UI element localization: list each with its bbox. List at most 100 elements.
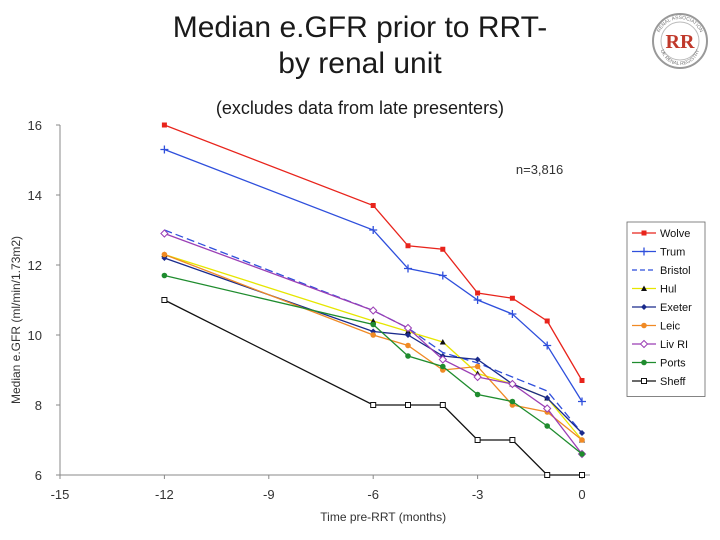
data-point: [438, 355, 448, 364]
logo-letters: RR: [666, 31, 695, 53]
legend-label: Liv RI: [660, 339, 688, 351]
slide-title-line1: Median e.GFR prior to RRT-: [172, 11, 548, 44]
data-point: [405, 402, 411, 408]
legend-entry: Trum: [632, 247, 685, 259]
data-point: [579, 437, 585, 443]
data-point: [160, 229, 169, 238]
legend-entry: Exeter: [632, 302, 692, 314]
series-line: [164, 148, 583, 402]
plot-background: [60, 125, 590, 475]
data-point: [474, 391, 481, 398]
data-point: [405, 243, 411, 249]
data-point: [473, 296, 482, 304]
data-point: [640, 247, 648, 256]
x-tick-label: -3: [472, 487, 484, 502]
x-tick-label: -15: [51, 487, 70, 502]
legend-entry: Ports: [632, 358, 686, 370]
legend-label: Hul: [660, 284, 677, 296]
renal-registry-logo-icon: RENAL ASSOCIATION UK RENAL REGISTRY RR: [652, 13, 708, 69]
data-point: [578, 397, 586, 406]
x-axis: -15 -12 -9 -6 -3 0: [51, 475, 586, 502]
data-point: [161, 251, 168, 258]
data-point: [509, 437, 516, 443]
legend-entry: Wolve: [632, 228, 690, 240]
y-tick-label: 12: [28, 258, 42, 273]
data-point: [370, 332, 377, 338]
series-line: [164, 274, 583, 455]
data-point: [544, 395, 551, 401]
data-point: [370, 321, 377, 328]
data-point: [579, 430, 585, 436]
series-ports: [161, 272, 585, 457]
data-point: [579, 378, 585, 383]
data-point: [474, 363, 481, 370]
data-point: [544, 472, 551, 478]
data-point: [544, 318, 550, 324]
data-point: [509, 295, 515, 301]
data-point: [475, 290, 481, 296]
y-tick-label: 14: [28, 188, 42, 203]
y-axis-label: Median e.GFR (ml/min/1.73m2): [9, 236, 23, 404]
series-sheff: [161, 297, 585, 478]
data-point: [161, 272, 168, 279]
data-point: [473, 372, 482, 382]
legend-label: Wolve: [660, 228, 690, 240]
x-axis-label: Time pre-RRT (months): [320, 510, 446, 524]
data-point: [641, 304, 647, 310]
series-wolve: [161, 122, 585, 383]
data-point: [370, 203, 376, 208]
data-point: [440, 363, 446, 370]
data-point: [404, 264, 412, 273]
data-point: [368, 306, 378, 315]
data-point: [370, 318, 377, 324]
data-point: [641, 378, 647, 384]
legend-label: Ports: [660, 358, 686, 370]
data-point: [509, 398, 516, 405]
data-point: [440, 246, 446, 252]
data-point: [544, 423, 550, 429]
data-point: [508, 310, 517, 318]
series-trum: [160, 145, 586, 406]
y-axis: 6 8 10 12 14 16: [28, 118, 60, 483]
data-point: [160, 145, 169, 154]
x-tick-label: -6: [367, 487, 379, 502]
data-point: [370, 402, 377, 408]
legend-label: Leic: [660, 321, 681, 333]
data-point: [405, 353, 411, 359]
y-tick-label: 8: [35, 398, 42, 413]
plot-area: [59, 125, 590, 476]
data-point: [474, 356, 481, 363]
chart-subtitle: (excludes data from late presenters): [215, 98, 505, 118]
y-tick-label: 10: [28, 328, 42, 343]
legend-label: Sheff: [660, 376, 686, 388]
data-point: [403, 323, 413, 333]
legend-entry: Liv RI: [632, 339, 688, 351]
data-point: [405, 342, 411, 349]
legend-label: Bristol: [660, 265, 691, 277]
series-line: [164, 299, 582, 476]
legend-label: Exeter: [660, 302, 692, 314]
series-line: [164, 257, 583, 434]
legend-entry: Leic: [632, 321, 681, 333]
series-line: [164, 124, 583, 381]
data-point: [439, 339, 446, 345]
slide-title: Median e.GFR prior to RRT- by renal unit: [110, 10, 610, 82]
legend-label: Trum: [660, 247, 685, 259]
data-point: [508, 379, 517, 389]
data-point: [542, 404, 552, 413]
data-point: [405, 332, 411, 338]
data-point: [438, 271, 447, 280]
legend-entry: Sheff: [632, 376, 686, 388]
data-point: [641, 359, 647, 366]
data-point: [161, 122, 167, 128]
data-point: [641, 285, 647, 291]
data-point: [641, 322, 647, 329]
data-point: [639, 339, 649, 349]
x-tick-label: 0: [578, 487, 585, 502]
legend-entry: Hul: [632, 284, 677, 296]
x-tick-label: -9: [263, 487, 275, 502]
x-tick-label: -12: [155, 487, 174, 502]
legend: Wolve Trum Bristol Hul Exeter Leic Liv RI Ports…: [626, 221, 706, 397]
series-layer: [160, 122, 587, 478]
